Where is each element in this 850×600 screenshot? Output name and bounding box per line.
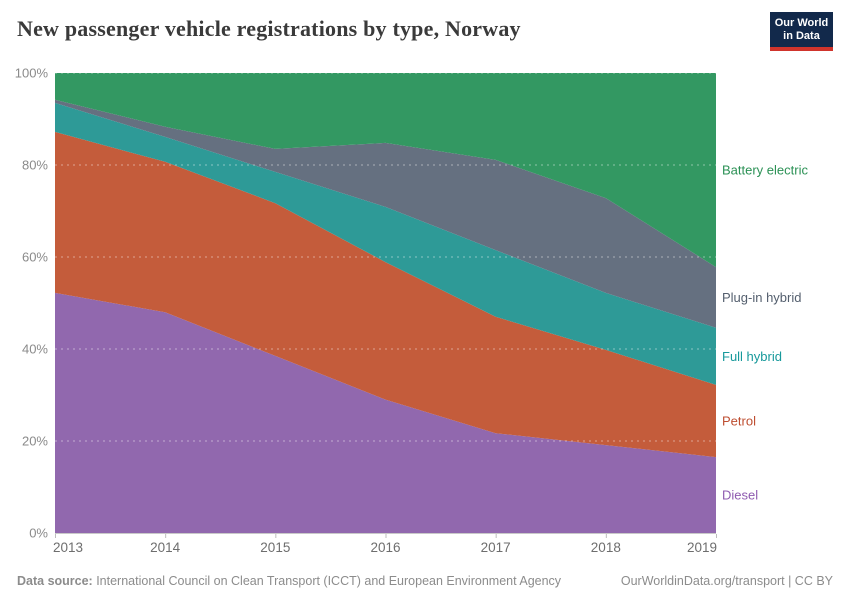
y-axis-label-20: 20% [22,434,48,449]
data-source-label: Data source: [17,574,93,588]
x-axis-label-2014: 2014 [150,540,181,555]
x-axis-label-2019: 2019 [687,540,717,555]
area-petrol[interactable] [55,131,716,458]
y-axis-label-40: 40% [22,342,48,357]
owid-logo-box: Our World in Data [770,12,833,47]
y-axis-label-0: 0% [29,526,48,541]
owid-logo-line-1: Our World [774,17,829,29]
legend-label-plug-in-hybrid: Plug-in hybrid [722,290,802,305]
legend-label-full-hybrid: Full hybrid [722,349,782,364]
x-axis-label-2017: 2017 [481,540,511,555]
area-plug-in-hybrid[interactable] [55,99,716,328]
owid-logo-line-2: in Data [783,29,820,42]
y-axis-label-80: 80% [22,158,48,173]
y-axis-label-60: 60% [22,250,48,265]
x-axis-label-2015: 2015 [260,540,290,555]
y-axis-label-100: 100% [15,66,49,81]
license-text: OurWorldinData.org/transport | CC BY [620,574,833,588]
area-battery-electric[interactable] [55,73,716,268]
area-diesel[interactable] [55,292,716,533]
data-source-text: Data source: International Council on Cl… [17,574,562,588]
x-axis-label-2018: 2018 [591,540,621,555]
page-title: New passenger vehicle registrations by t… [17,16,521,41]
legend-label-battery-electric: Battery electric [722,163,808,178]
owid-logo[interactable]: Our World in Data [770,12,833,51]
legend-label-diesel: Diesel [722,488,758,503]
x-axis-label-2013: 2013 [53,540,83,555]
area-full-hybrid[interactable] [55,102,716,385]
legend-label-petrol: Petrol [722,413,756,428]
x-axis-label-2016: 2016 [370,540,400,555]
chart-footer: Data source: International Council on Cl… [0,574,850,588]
owid-logo-stripe [770,46,833,51]
